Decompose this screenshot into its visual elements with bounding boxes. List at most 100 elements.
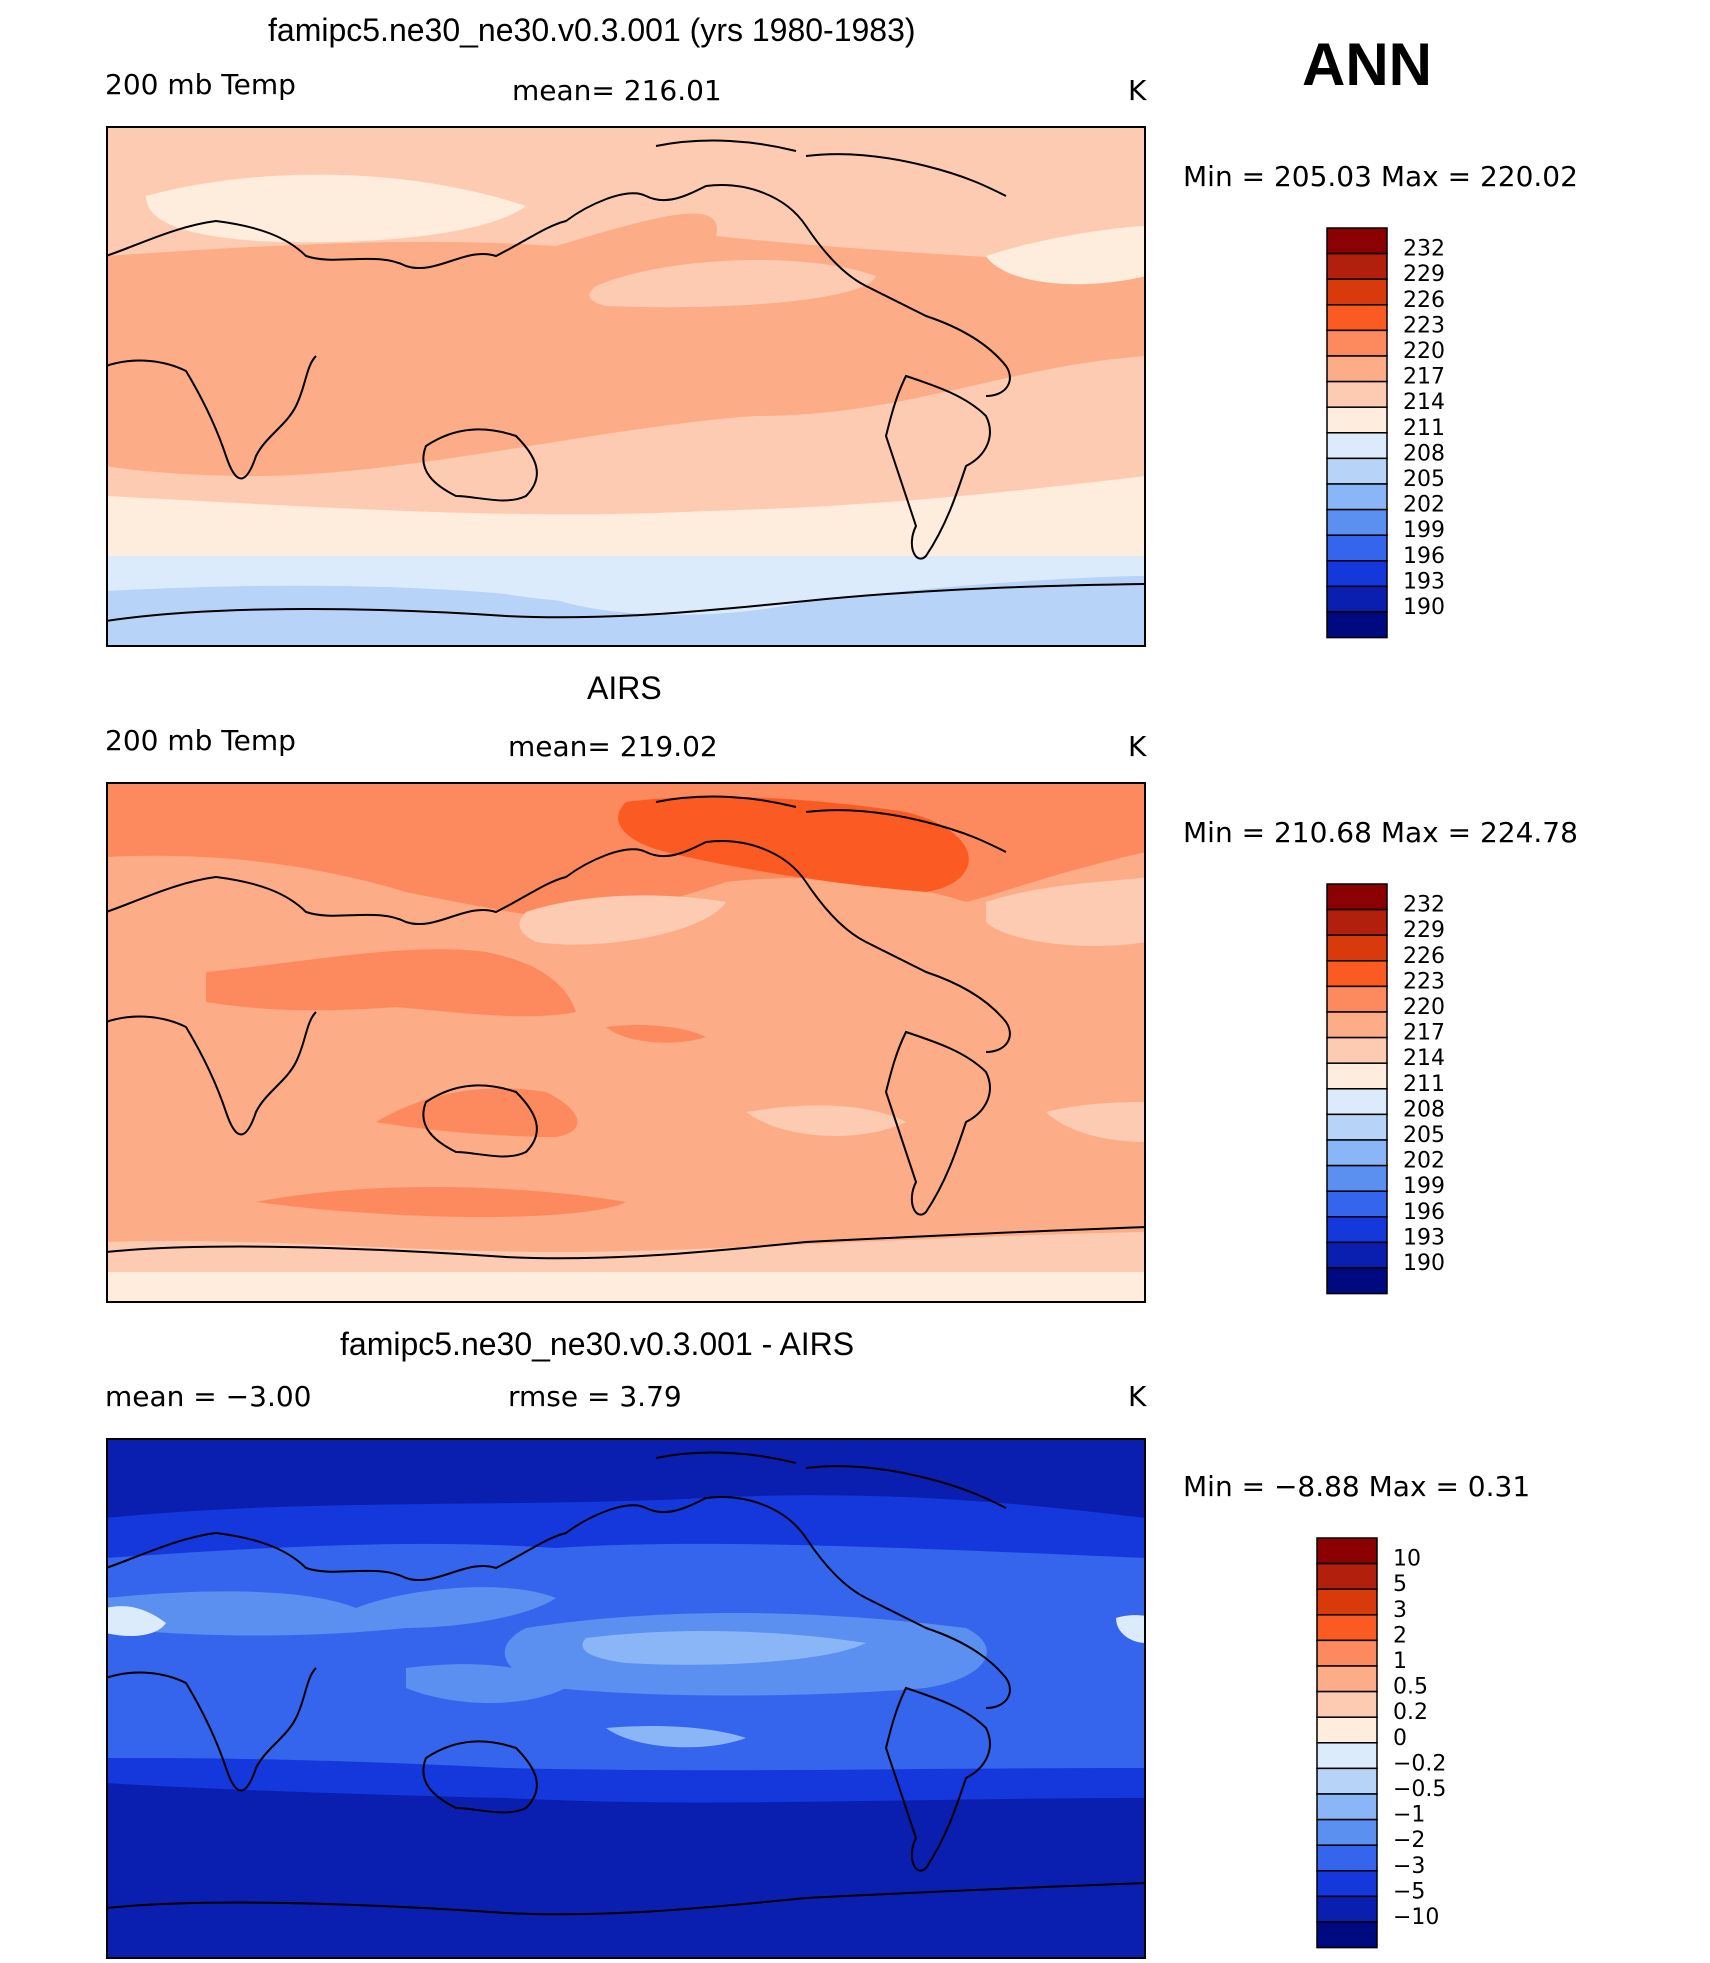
- panel-2-title: AIRS: [587, 670, 662, 706]
- colorbar-swatch: [1326, 1036, 1388, 1064]
- colorbar-swatch: [1326, 1216, 1388, 1244]
- colorbar-label: 229: [1403, 918, 1445, 943]
- colorbar-labels: 2322292262232202172142112082052021991961…: [1403, 237, 1445, 620]
- colorbar-swatch: [1326, 278, 1388, 306]
- colorbar-swatch: [1316, 1588, 1378, 1616]
- colorbar-swatches: [1326, 883, 1388, 1295]
- contour-fill: [618, 796, 969, 892]
- colorbar-label: 0.5: [1393, 1675, 1428, 1700]
- panel-1-colorbar: 2322292262232202172142112082052021991961…: [1326, 227, 1445, 639]
- colorbar-label: 223: [1403, 313, 1445, 338]
- colorbar-label: 211: [1403, 416, 1445, 441]
- colorbar-swatch: [1316, 1562, 1378, 1590]
- contour-fill: [606, 1726, 746, 1748]
- map-frame: [106, 1438, 1146, 1959]
- colorbar-label: 196: [1403, 544, 1445, 569]
- colorbar-label: 208: [1403, 1097, 1445, 1122]
- colorbar-label: 229: [1403, 262, 1445, 287]
- colorbar-swatch: [1326, 304, 1388, 332]
- colorbar-label: 226: [1403, 944, 1445, 969]
- panel-1-title: famipc5.ne30_ne30.v0.3.001 (yrs 1980-198…: [268, 12, 916, 48]
- colorbar-swatch: [1326, 1113, 1388, 1141]
- colorbar-swatch: [1326, 534, 1388, 562]
- colorbar-swatch: [1316, 1818, 1378, 1846]
- colorbar-label: 232: [1403, 893, 1445, 918]
- panel-1-variable: 200 mb Temp: [105, 68, 296, 101]
- panel-3-mean: mean = −3.00: [105, 1380, 312, 1413]
- panel-2-map: [106, 782, 1146, 1303]
- colorbar-label: 0: [1393, 1726, 1407, 1751]
- contour-fill: [406, 1664, 566, 1703]
- colorbar-label: 217: [1403, 1021, 1445, 1046]
- colorbar-swatch: [1326, 252, 1388, 280]
- colorbar-label: 2: [1393, 1623, 1407, 1648]
- map-frame: [106, 126, 1146, 647]
- colorbar-swatch: [1326, 227, 1388, 255]
- panel-3-rmse: rmse = 3.79: [508, 1380, 682, 1413]
- colorbar-swatch: [1316, 1716, 1378, 1744]
- colorbar-swatch: [1316, 1537, 1378, 1565]
- colorbar-swatch: [1316, 1793, 1378, 1821]
- colorbar-swatch: [1326, 585, 1388, 613]
- contour-fill: [106, 213, 1146, 476]
- colorbar-label: −3: [1393, 1854, 1425, 1879]
- colorbar-label: 226: [1403, 288, 1445, 313]
- colorbar-label: 1: [1393, 1649, 1407, 1674]
- colorbar-swatch: [1326, 960, 1388, 988]
- panel-2-colorbar: 2322292262232202172142112082052021991961…: [1326, 883, 1445, 1295]
- contour-fill: [986, 226, 1146, 285]
- contour-fill: [106, 476, 1146, 556]
- contour-fill: [256, 1187, 626, 1217]
- colorbar-label: 232: [1403, 237, 1445, 262]
- colorbar-swatch: [1316, 1639, 1378, 1667]
- colorbar-label: −0.2: [1393, 1751, 1446, 1776]
- colorbar-label: 214: [1403, 390, 1445, 415]
- colorbar-swatch: [1326, 1241, 1388, 1269]
- colorbar-label: −5: [1393, 1879, 1425, 1904]
- contour-fill: [546, 586, 826, 615]
- colorbar-label: 190: [1403, 595, 1445, 620]
- contour-fill: [589, 259, 876, 308]
- colorbar-label: −10: [1393, 1905, 1439, 1930]
- colorbar-swatch: [1316, 1665, 1378, 1693]
- contour-fill: [106, 1272, 1146, 1303]
- panel-2-range: Min = 210.68 Max = 224.78: [1183, 816, 1578, 849]
- colorbar-label: 220: [1403, 995, 1445, 1020]
- contour-fill: [1116, 1615, 1146, 1643]
- panel-1-mean: mean= 216.01: [512, 74, 722, 107]
- colorbar-label: −1: [1393, 1803, 1425, 1828]
- colorbar-swatch: [1326, 560, 1388, 588]
- panel-2-units: K: [1128, 730, 1147, 763]
- colorbar-label: 220: [1403, 339, 1445, 364]
- colorbar-swatch: [1326, 934, 1388, 962]
- colorbar-label: 205: [1403, 467, 1445, 492]
- panel-3-map: [106, 1438, 1146, 1959]
- colorbar-swatch: [1326, 483, 1388, 511]
- contour-fill: [519, 895, 726, 945]
- contour-fill: [746, 1105, 906, 1136]
- colorbar-swatch: [1326, 508, 1388, 536]
- contour-fill: [106, 1587, 556, 1636]
- colorbar-label: 205: [1403, 1123, 1445, 1148]
- colorbar-swatch: [1316, 1844, 1378, 1872]
- colorbar-swatch: [1316, 1742, 1378, 1770]
- colorbar-label: 223: [1403, 969, 1445, 994]
- panel-2-mean: mean= 219.02: [508, 730, 718, 763]
- colorbar-label: 202: [1403, 1149, 1445, 1174]
- colorbar-label: 217: [1403, 365, 1445, 390]
- colorbar-swatch: [1326, 908, 1388, 936]
- contour-fill: [376, 1088, 578, 1137]
- season-label: ANN: [1302, 31, 1432, 98]
- colorbar-swatches: [1316, 1537, 1378, 1949]
- colorbar-label: 0.2: [1393, 1700, 1428, 1725]
- contour-fill: [582, 1631, 866, 1665]
- contour-fill: [106, 1606, 166, 1636]
- colorbar-swatch: [1326, 329, 1388, 357]
- colorbar-swatch: [1326, 985, 1388, 1013]
- colorbar-swatch: [1326, 1190, 1388, 1218]
- panel-3-range: Min = −8.88 Max = 0.31: [1183, 1470, 1531, 1503]
- colorbar-swatch: [1326, 1088, 1388, 1116]
- colorbar-label: 211: [1403, 1072, 1445, 1097]
- colorbar-label: 208: [1403, 441, 1445, 466]
